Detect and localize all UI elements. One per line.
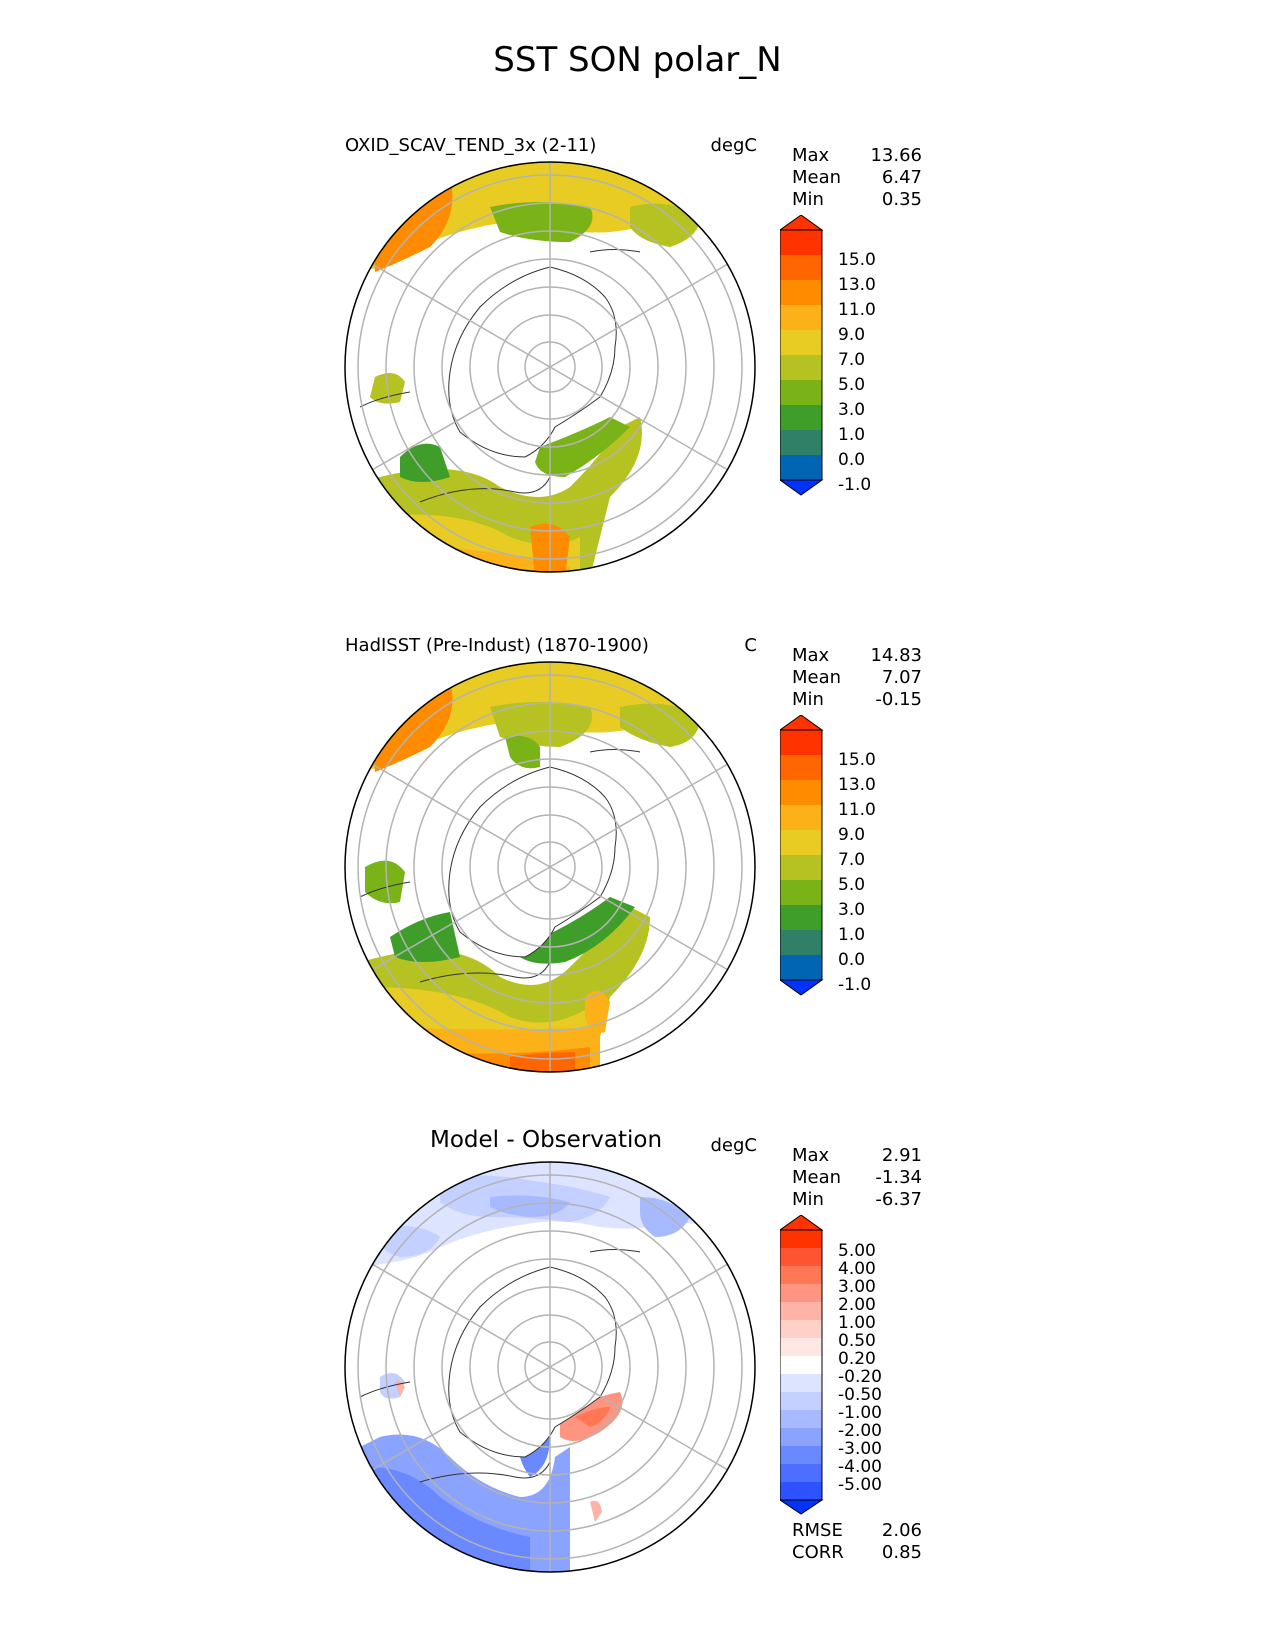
- panel-units: C: [744, 635, 757, 656]
- panel-difference: Model - Observation degC Max 2.91 Mean -1.…: [0, 1127, 1275, 1615]
- stat-value: 0.35: [881, 189, 922, 210]
- stat-label: Max: [792, 645, 830, 666]
- colorbar: [780, 215, 824, 496]
- colorbar-tick: 5.0: [838, 375, 866, 395]
- panel-units: degC: [710, 135, 758, 156]
- stat-label: Min: [792, 189, 824, 210]
- colorbar-tick: 1.0: [838, 425, 866, 445]
- colorbar-tick: -3.00: [838, 1439, 882, 1459]
- colorbar-tick: 3.00: [838, 1277, 876, 1297]
- colorbar-tick: -1.00: [838, 1403, 882, 1423]
- stat-value: 13.66: [870, 145, 922, 166]
- stat-label: Mean: [792, 167, 842, 188]
- stats-box: Max 13.66 Mean 6.47 Min 0.35: [792, 145, 922, 211]
- polar-map: [344, 1161, 756, 1573]
- stat-value: 14.83: [870, 645, 922, 666]
- panel-title: HadISST (Pre-Indust) (1870-1900): [345, 635, 649, 656]
- panel-title: OXID_SCAV_TEND_3x (2-11): [345, 135, 597, 156]
- colorbar-tick: 3.0: [838, 400, 866, 420]
- colorbar-tick: 7.0: [838, 850, 866, 870]
- colorbar-tick: 11.0: [838, 300, 876, 320]
- colorbar: [780, 715, 824, 996]
- panel-model: OXID_SCAV_TEND_3x (2-11) degC Max 13.66 M…: [0, 135, 1275, 615]
- stat-value: -1.34: [875, 1167, 922, 1188]
- figure-title: SST SON polar_N: [493, 40, 782, 80]
- colorbar-tick: -5.00: [838, 1475, 882, 1495]
- colorbar-tick: 4.00: [838, 1259, 876, 1279]
- colorbar-tick: 5.0: [838, 875, 866, 895]
- colorbar-tick: -1.0: [838, 975, 872, 995]
- colorbar-tick: -4.00: [838, 1457, 882, 1477]
- colorbar-tick: 13.0: [838, 275, 876, 295]
- stat-label: Mean: [792, 1167, 842, 1188]
- metric-value: 0.85: [881, 1542, 922, 1563]
- colorbar-tick: 13.0: [838, 775, 876, 795]
- colorbar-tick: 2.00: [838, 1295, 876, 1315]
- stat-value: 7.07: [881, 667, 922, 688]
- colorbar-tick: 0.20: [838, 1349, 876, 1369]
- stats-box: Max 14.83 Mean 7.07 Min -0.15: [792, 645, 922, 711]
- stat-value: 2.91: [881, 1145, 922, 1166]
- metric-value: 2.06: [881, 1520, 922, 1541]
- colorbar-tick: 11.0: [838, 800, 876, 820]
- polar-map: [344, 661, 756, 1073]
- stats-box: Max 2.91 Mean -1.34 Min -6.37: [792, 1145, 922, 1211]
- colorbar-tick: 0.0: [838, 450, 866, 470]
- metrics-box: RMSE 2.06 CORR 0.85: [792, 1520, 922, 1564]
- colorbar-tick: 9.0: [838, 825, 866, 845]
- metric-label: RMSE: [792, 1520, 843, 1541]
- colorbar-tick: -0.20: [838, 1367, 882, 1387]
- colorbar-tick: 15.0: [838, 750, 876, 770]
- stat-label: Max: [792, 145, 830, 166]
- colorbar: [780, 1215, 824, 1515]
- colorbar-tick: -1.0: [838, 475, 872, 495]
- panel-title: Model - Observation: [430, 1127, 663, 1153]
- colorbar-tick: 3.0: [838, 900, 866, 920]
- colorbar-tick: 0.0: [838, 950, 866, 970]
- stat-value: 6.47: [881, 167, 922, 188]
- stat-label: Max: [792, 1145, 830, 1166]
- stat-label: Mean: [792, 667, 842, 688]
- panel-observation: HadISST (Pre-Indust) (1870-1900) C Max 14…: [0, 635, 1275, 1115]
- colorbar-tick: 15.0: [838, 250, 876, 270]
- colorbar-tick: 0.50: [838, 1331, 876, 1351]
- colorbar-tick: 1.0: [838, 925, 866, 945]
- stat-label: Min: [792, 689, 824, 710]
- stat-value: -6.37: [875, 1189, 922, 1210]
- colorbar-tick: 5.00: [838, 1241, 876, 1261]
- colorbar-tick: 9.0: [838, 325, 866, 345]
- metric-label: CORR: [792, 1542, 844, 1563]
- stat-label: Min: [792, 1189, 824, 1210]
- polar-map: [344, 161, 756, 573]
- colorbar-tick: -2.00: [838, 1421, 882, 1441]
- colorbar-tick: -0.50: [838, 1385, 882, 1405]
- colorbar-tick: 7.0: [838, 350, 866, 370]
- panel-units: degC: [710, 1135, 758, 1156]
- colorbar-tick: 1.00: [838, 1313, 876, 1333]
- stat-value: -0.15: [875, 689, 922, 710]
